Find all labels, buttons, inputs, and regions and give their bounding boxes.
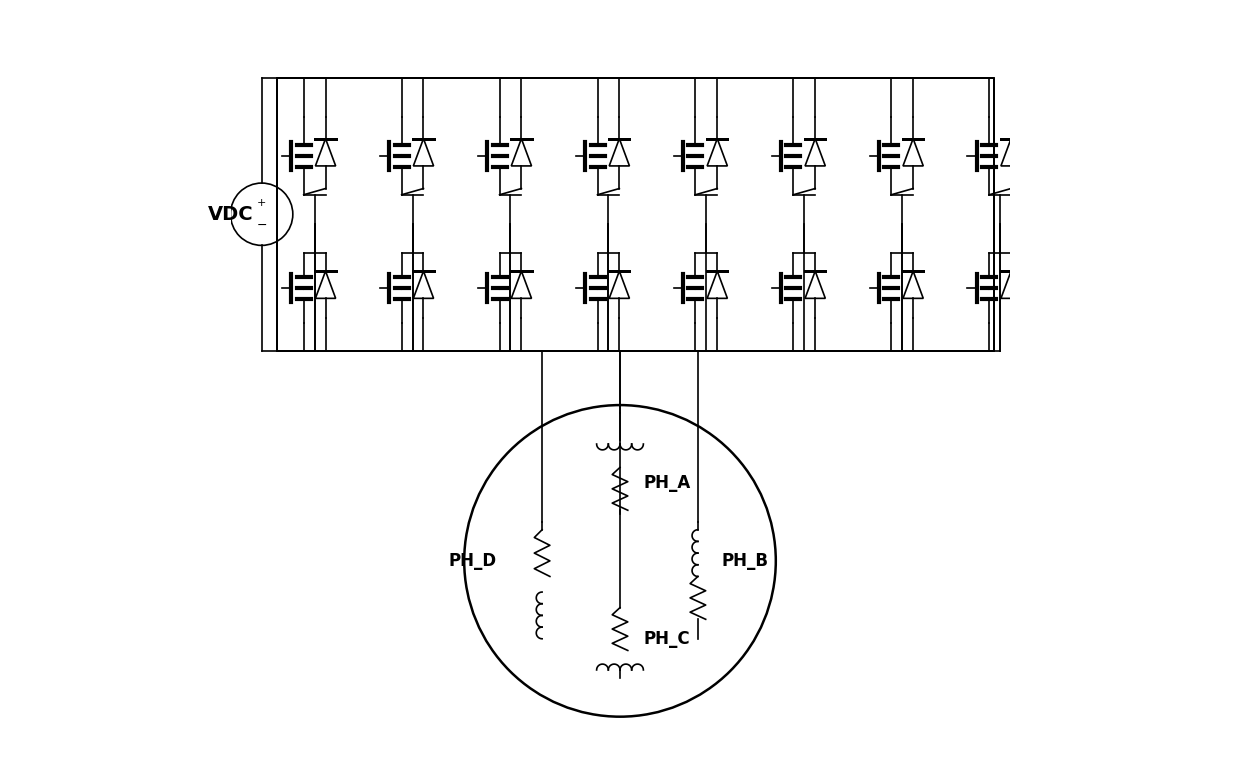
Text: PH_D: PH_D	[449, 552, 497, 570]
Text: PH_A: PH_A	[644, 474, 691, 492]
Text: +: +	[257, 198, 267, 207]
Text: PH_B: PH_B	[722, 552, 769, 570]
Text: VDC: VDC	[208, 205, 254, 224]
Text: PH_C: PH_C	[644, 629, 689, 648]
Text: −: −	[257, 220, 267, 232]
